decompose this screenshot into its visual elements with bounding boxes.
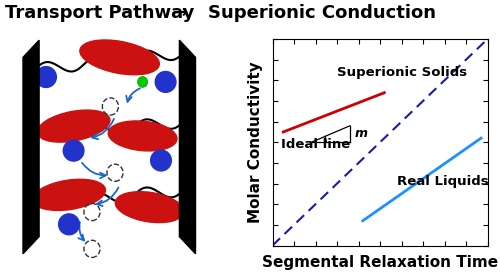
Ellipse shape (32, 179, 106, 210)
Ellipse shape (150, 150, 172, 171)
Text: Ideal line: Ideal line (281, 138, 350, 151)
Ellipse shape (58, 214, 80, 235)
X-axis label: Segmental Relaxation Time: Segmental Relaxation Time (262, 254, 498, 270)
Text: Superionic Conduction: Superionic Conduction (208, 4, 436, 22)
Ellipse shape (38, 110, 110, 142)
Ellipse shape (155, 71, 176, 92)
Y-axis label: Molar Conductivity: Molar Conductivity (248, 61, 264, 223)
Ellipse shape (116, 192, 184, 223)
Ellipse shape (108, 121, 177, 151)
Ellipse shape (80, 40, 160, 75)
Polygon shape (180, 40, 196, 254)
Ellipse shape (63, 140, 84, 161)
Text: Superionic Solids: Superionic Solids (337, 66, 467, 79)
Text: →: → (172, 4, 188, 22)
Circle shape (138, 76, 147, 87)
Ellipse shape (36, 67, 56, 87)
Polygon shape (23, 40, 39, 254)
Text: Real Liquids: Real Liquids (397, 175, 489, 188)
Text: Transport Pathway: Transport Pathway (5, 4, 194, 22)
Text: m: m (354, 127, 367, 140)
